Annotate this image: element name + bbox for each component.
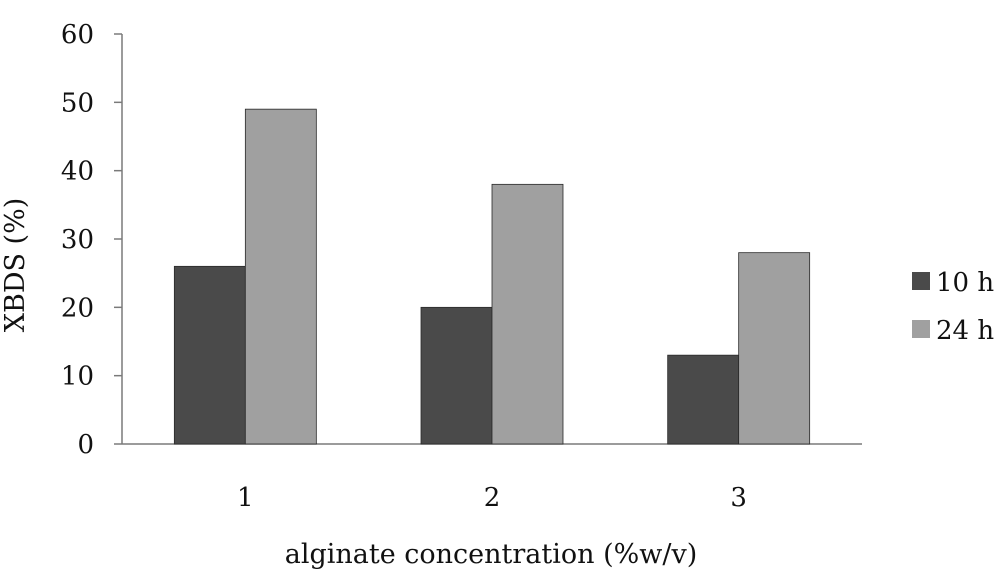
y-axis: 0 10 20 30 40 50 60 — [61, 20, 123, 460]
bar-24h-1 — [244, 108, 317, 445]
y-tick-label: 30 — [61, 225, 94, 255]
y-tick-label: 20 — [61, 293, 94, 323]
y-tick-label: 10 — [61, 362, 94, 392]
x-tick-label: 3 — [730, 483, 747, 513]
bar-24h-3 — [738, 252, 811, 445]
x-axis: 1 2 3 — [122, 443, 862, 513]
x-tick-label: 2 — [484, 483, 501, 513]
legend-swatch — [912, 320, 930, 338]
x-axis-title: alginate concentration (%w/v) — [285, 539, 698, 570]
legend: 10 h 24 h — [912, 268, 994, 346]
bar-24h-2 — [491, 183, 564, 445]
bar-10h-1 — [173, 265, 246, 445]
y-tick-label: 0 — [77, 430, 94, 460]
y-tick-label: 60 — [61, 20, 94, 50]
bar-10h-3 — [667, 354, 740, 445]
legend-label: 10 h — [936, 268, 994, 298]
x-tick-label: 1 — [237, 483, 254, 513]
legend-swatch — [912, 272, 930, 290]
y-tick-label: 40 — [61, 157, 94, 187]
bar-10h-2 — [420, 306, 493, 445]
legend-label: 24 h — [936, 316, 994, 346]
y-axis-title: XBDS (%) — [0, 198, 31, 333]
y-tick-label: 50 — [61, 88, 94, 118]
bars — [173, 108, 811, 445]
